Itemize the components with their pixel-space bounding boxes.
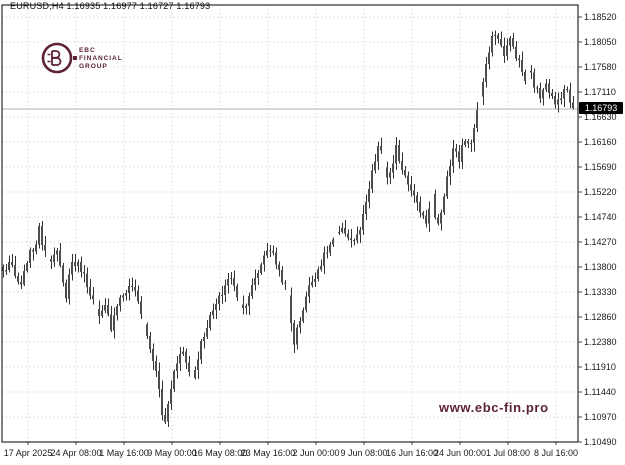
price-axis-label: 1.10970 xyxy=(584,412,617,422)
price-axis-label: 1.15690 xyxy=(584,162,617,172)
price-axis-label: 1.16630 xyxy=(584,112,617,122)
time-axis-label: 24 Apr 08:00 xyxy=(50,448,102,458)
time-axis-label: 23 May 16:00 xyxy=(240,448,296,458)
candle-bodies xyxy=(2,34,574,422)
price-axis-label: 1.11910 xyxy=(584,362,616,372)
time-axis-label: 8 Jul 16:00 xyxy=(533,448,579,458)
price-axis-label: 1.13800 xyxy=(584,262,617,272)
time-axis-label: 2 Jun 00:00 xyxy=(292,448,340,458)
price-axis-label: 1.11440 xyxy=(584,387,616,397)
price-axis-label: 1.12860 xyxy=(584,312,617,322)
price-axis-label: 1.18050 xyxy=(584,37,617,47)
ebc-watermark: www.ebc-fin.pro xyxy=(439,400,549,415)
time-axis-label: 16 May 08:00 xyxy=(192,448,248,458)
ebc-logo: EBC FINANCIAL GROUP xyxy=(41,42,125,74)
axis-ticks xyxy=(27,16,582,445)
price-axis-label: 1.15220 xyxy=(584,187,617,197)
candle-wicks xyxy=(3,30,574,427)
price-axis-label: 1.13330 xyxy=(584,287,617,297)
price-axis-label: 1.14270 xyxy=(584,237,617,247)
price-axis-label: 1.16160 xyxy=(584,137,617,147)
price-axis-label: 1.17580 xyxy=(584,62,617,72)
ebc-logo-text: EBC FINANCIAL GROUP xyxy=(79,47,125,70)
price-axis-label: 1.18520 xyxy=(584,12,617,22)
ebc-logo-icon xyxy=(41,42,77,74)
time-axis-label: 9 May 00:00 xyxy=(147,448,197,458)
price-axis-label: 1.10490 xyxy=(584,437,617,447)
time-axis-label: 1 May 16:00 xyxy=(99,448,149,458)
time-axis-label: 9 Jun 08:00 xyxy=(340,448,388,458)
price-axis-label: 1.12380 xyxy=(584,337,617,347)
time-axis-label: 16 Jun 16:00 xyxy=(385,448,439,458)
time-axis-label: 24 Jun 00:00 xyxy=(433,448,487,458)
price-axis-label: 1.17110 xyxy=(584,87,616,97)
time-axis-label: 1 Jul 08:00 xyxy=(485,448,531,458)
chart-symbol-ohlc-title: EURUSD,H4 1.16935 1.16977 1.16727 1.1679… xyxy=(10,1,211,11)
time-axis-label: 17 Apr 2025 xyxy=(3,448,53,458)
current-price-tag: 1.16793 xyxy=(579,102,623,115)
price-axis-label: 1.14740 xyxy=(584,212,617,222)
chart-frame xyxy=(1,4,579,443)
